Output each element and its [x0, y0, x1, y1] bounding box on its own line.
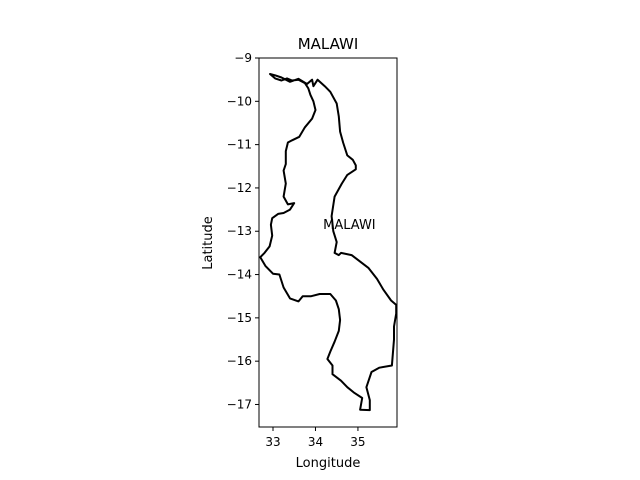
x-tick-label: 34 [308, 435, 323, 449]
malawi-outline [259, 73, 398, 412]
plot-area: MALAWI [258, 57, 398, 428]
map-title: MALAWI [298, 35, 359, 53]
y-tick-label: −16 [227, 354, 252, 368]
y-tick-label: −14 [227, 268, 252, 282]
y-tick-label: −15 [227, 311, 252, 325]
x-tick-label: 33 [265, 435, 280, 449]
y-tick-label: −13 [227, 224, 252, 238]
y-tick-label: −10 [227, 94, 252, 108]
x-axis-label: Longitude [296, 456, 361, 471]
y-axis-label: Latitude [201, 216, 216, 270]
x-axis: 33 34 35 [265, 427, 366, 449]
y-tick-label: −9 [234, 51, 252, 65]
plot-frame [258, 57, 398, 428]
y-axis: −9 −10 −11 −12 −13 −14 −15 −16 −17 [227, 51, 259, 411]
y-tick-label: −17 [227, 397, 252, 411]
y-tick-label: −12 [227, 181, 252, 195]
y-tick-label: −11 [227, 138, 252, 152]
region-label: MALAWI [323, 218, 376, 233]
x-tick-label: 35 [350, 435, 365, 449]
